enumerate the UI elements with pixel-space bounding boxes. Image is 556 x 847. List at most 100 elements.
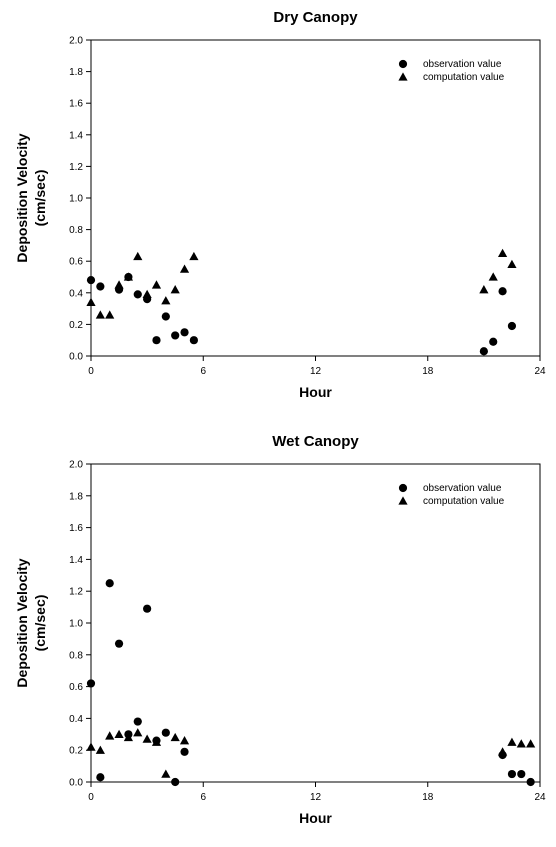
y-tick-label: 0.6 (69, 257, 83, 268)
circle-point (96, 773, 105, 782)
circle-point (143, 604, 152, 613)
x-tick-label: 18 (422, 366, 434, 377)
x-tick-label: 18 (422, 792, 434, 803)
triangle-point (114, 280, 124, 289)
legend-label: computation value (423, 72, 505, 83)
circle-point (479, 347, 488, 356)
triangle-point (479, 285, 489, 294)
circle-point (171, 331, 180, 340)
chart-1: Dry Canopy 0.0 0.2 0.4 0.6 0.8 1.0 1.2 1.4 1.6 1.8… (14, 9, 546, 400)
y-tick-label: 0.4 (69, 714, 83, 725)
x-tick-label: 0 (88, 366, 94, 377)
circle-point (498, 287, 507, 296)
y-tick-label: 1.8 (69, 491, 83, 502)
triangle-point (86, 297, 96, 306)
series-observation (86, 272, 517, 356)
circle-point (161, 728, 170, 737)
circle-point (180, 328, 189, 337)
y-tick-label: 1.4 (69, 130, 83, 141)
triangle-point (179, 264, 190, 273)
triangle-point (151, 280, 162, 289)
series-observation (86, 579, 535, 787)
chart-title: Wet Canopy (272, 433, 359, 450)
y-axis-label-units: (cm/sec) (32, 595, 48, 652)
triangle-point (142, 289, 152, 299)
circle-point (105, 579, 114, 588)
circle-point (507, 321, 517, 331)
legend-label: observation value (423, 483, 502, 494)
x-tick-label: 12 (310, 792, 322, 803)
x-tick-label: 0 (88, 792, 94, 803)
x-tick-label: 24 (534, 366, 546, 377)
triangle-point (161, 296, 171, 305)
triangle-point (151, 737, 162, 746)
triangle-point (114, 729, 124, 738)
y-axis-label: Deposition Velocity (14, 133, 30, 262)
plot-frame (90, 463, 541, 783)
circle-point (96, 282, 105, 291)
y-tick-label: 0.0 (69, 352, 83, 363)
chart-2: Wet Canopy 0.0 0.2 0.4 0.6 0.8 1.0 1.2 1.4 1.6 1.8… (14, 433, 546, 826)
y-tick-label: 0.6 (69, 682, 83, 693)
triangle-point (86, 742, 96, 751)
triangle-point (161, 769, 171, 778)
circle-point (152, 336, 161, 345)
triangle-point (179, 736, 190, 745)
y-tick-label: 2.0 (69, 460, 83, 471)
circle-point (180, 747, 189, 756)
legend-label: computation value (423, 496, 505, 507)
series-computation (86, 248, 517, 319)
triangle-point (170, 732, 180, 742)
circle-point (133, 717, 142, 726)
triangle-point (497, 248, 508, 257)
triangle-point (488, 272, 498, 281)
x-axis-label: Hour (299, 810, 332, 826)
circle-point (114, 639, 124, 648)
y-tick-label: 0.2 (69, 320, 83, 331)
triangle-point (526, 739, 536, 748)
y-tick-label: 1.0 (69, 194, 83, 205)
legend-circle-icon (398, 59, 408, 69)
triangle-point (105, 310, 115, 319)
x-tick-label: 6 (200, 792, 206, 803)
triangle-point (142, 734, 152, 743)
triangle-point (95, 745, 105, 754)
y-tick-label: 1.2 (69, 162, 83, 173)
y-tick-label: 1.4 (69, 555, 83, 566)
triangle-point (170, 285, 180, 294)
y-tick-label: 1.2 (69, 587, 83, 598)
triangle-point (123, 732, 134, 742)
legend: observation value computation value (398, 59, 505, 83)
y-tick-label: 1.8 (69, 67, 83, 78)
triangle-point (95, 310, 105, 319)
triangle-point (189, 251, 199, 261)
x-tick-label: 12 (310, 366, 322, 377)
circle-point (189, 336, 198, 345)
circle-point (526, 777, 535, 787)
triangle-point (105, 731, 115, 740)
legend: observation value computation value (398, 483, 505, 507)
legend-label: observation value (423, 59, 502, 70)
circle-point (161, 312, 170, 321)
triangle-point (133, 728, 143, 737)
circle-point (517, 769, 526, 779)
x-tick-label: 6 (200, 366, 206, 377)
circle-point (171, 777, 180, 787)
triangle-point (497, 747, 508, 756)
triangle-point (507, 259, 517, 269)
circle-point (133, 290, 142, 299)
y-tick-label: 0.8 (69, 650, 83, 661)
y-tick-label: 1.6 (69, 99, 83, 110)
y-axis-label-units: (cm/sec) (32, 170, 48, 227)
circle-point (507, 769, 517, 779)
y-tick-label: 0.4 (69, 288, 83, 299)
y-tick-label: 0.8 (69, 225, 83, 236)
y-tick-label: 0.2 (69, 746, 83, 757)
series-computation (86, 728, 536, 778)
triangle-point (133, 251, 143, 261)
y-tick-label: 0.0 (69, 778, 83, 789)
x-axis-label: Hour (299, 384, 332, 400)
triangle-point (123, 272, 134, 281)
triangle-point (507, 737, 517, 746)
